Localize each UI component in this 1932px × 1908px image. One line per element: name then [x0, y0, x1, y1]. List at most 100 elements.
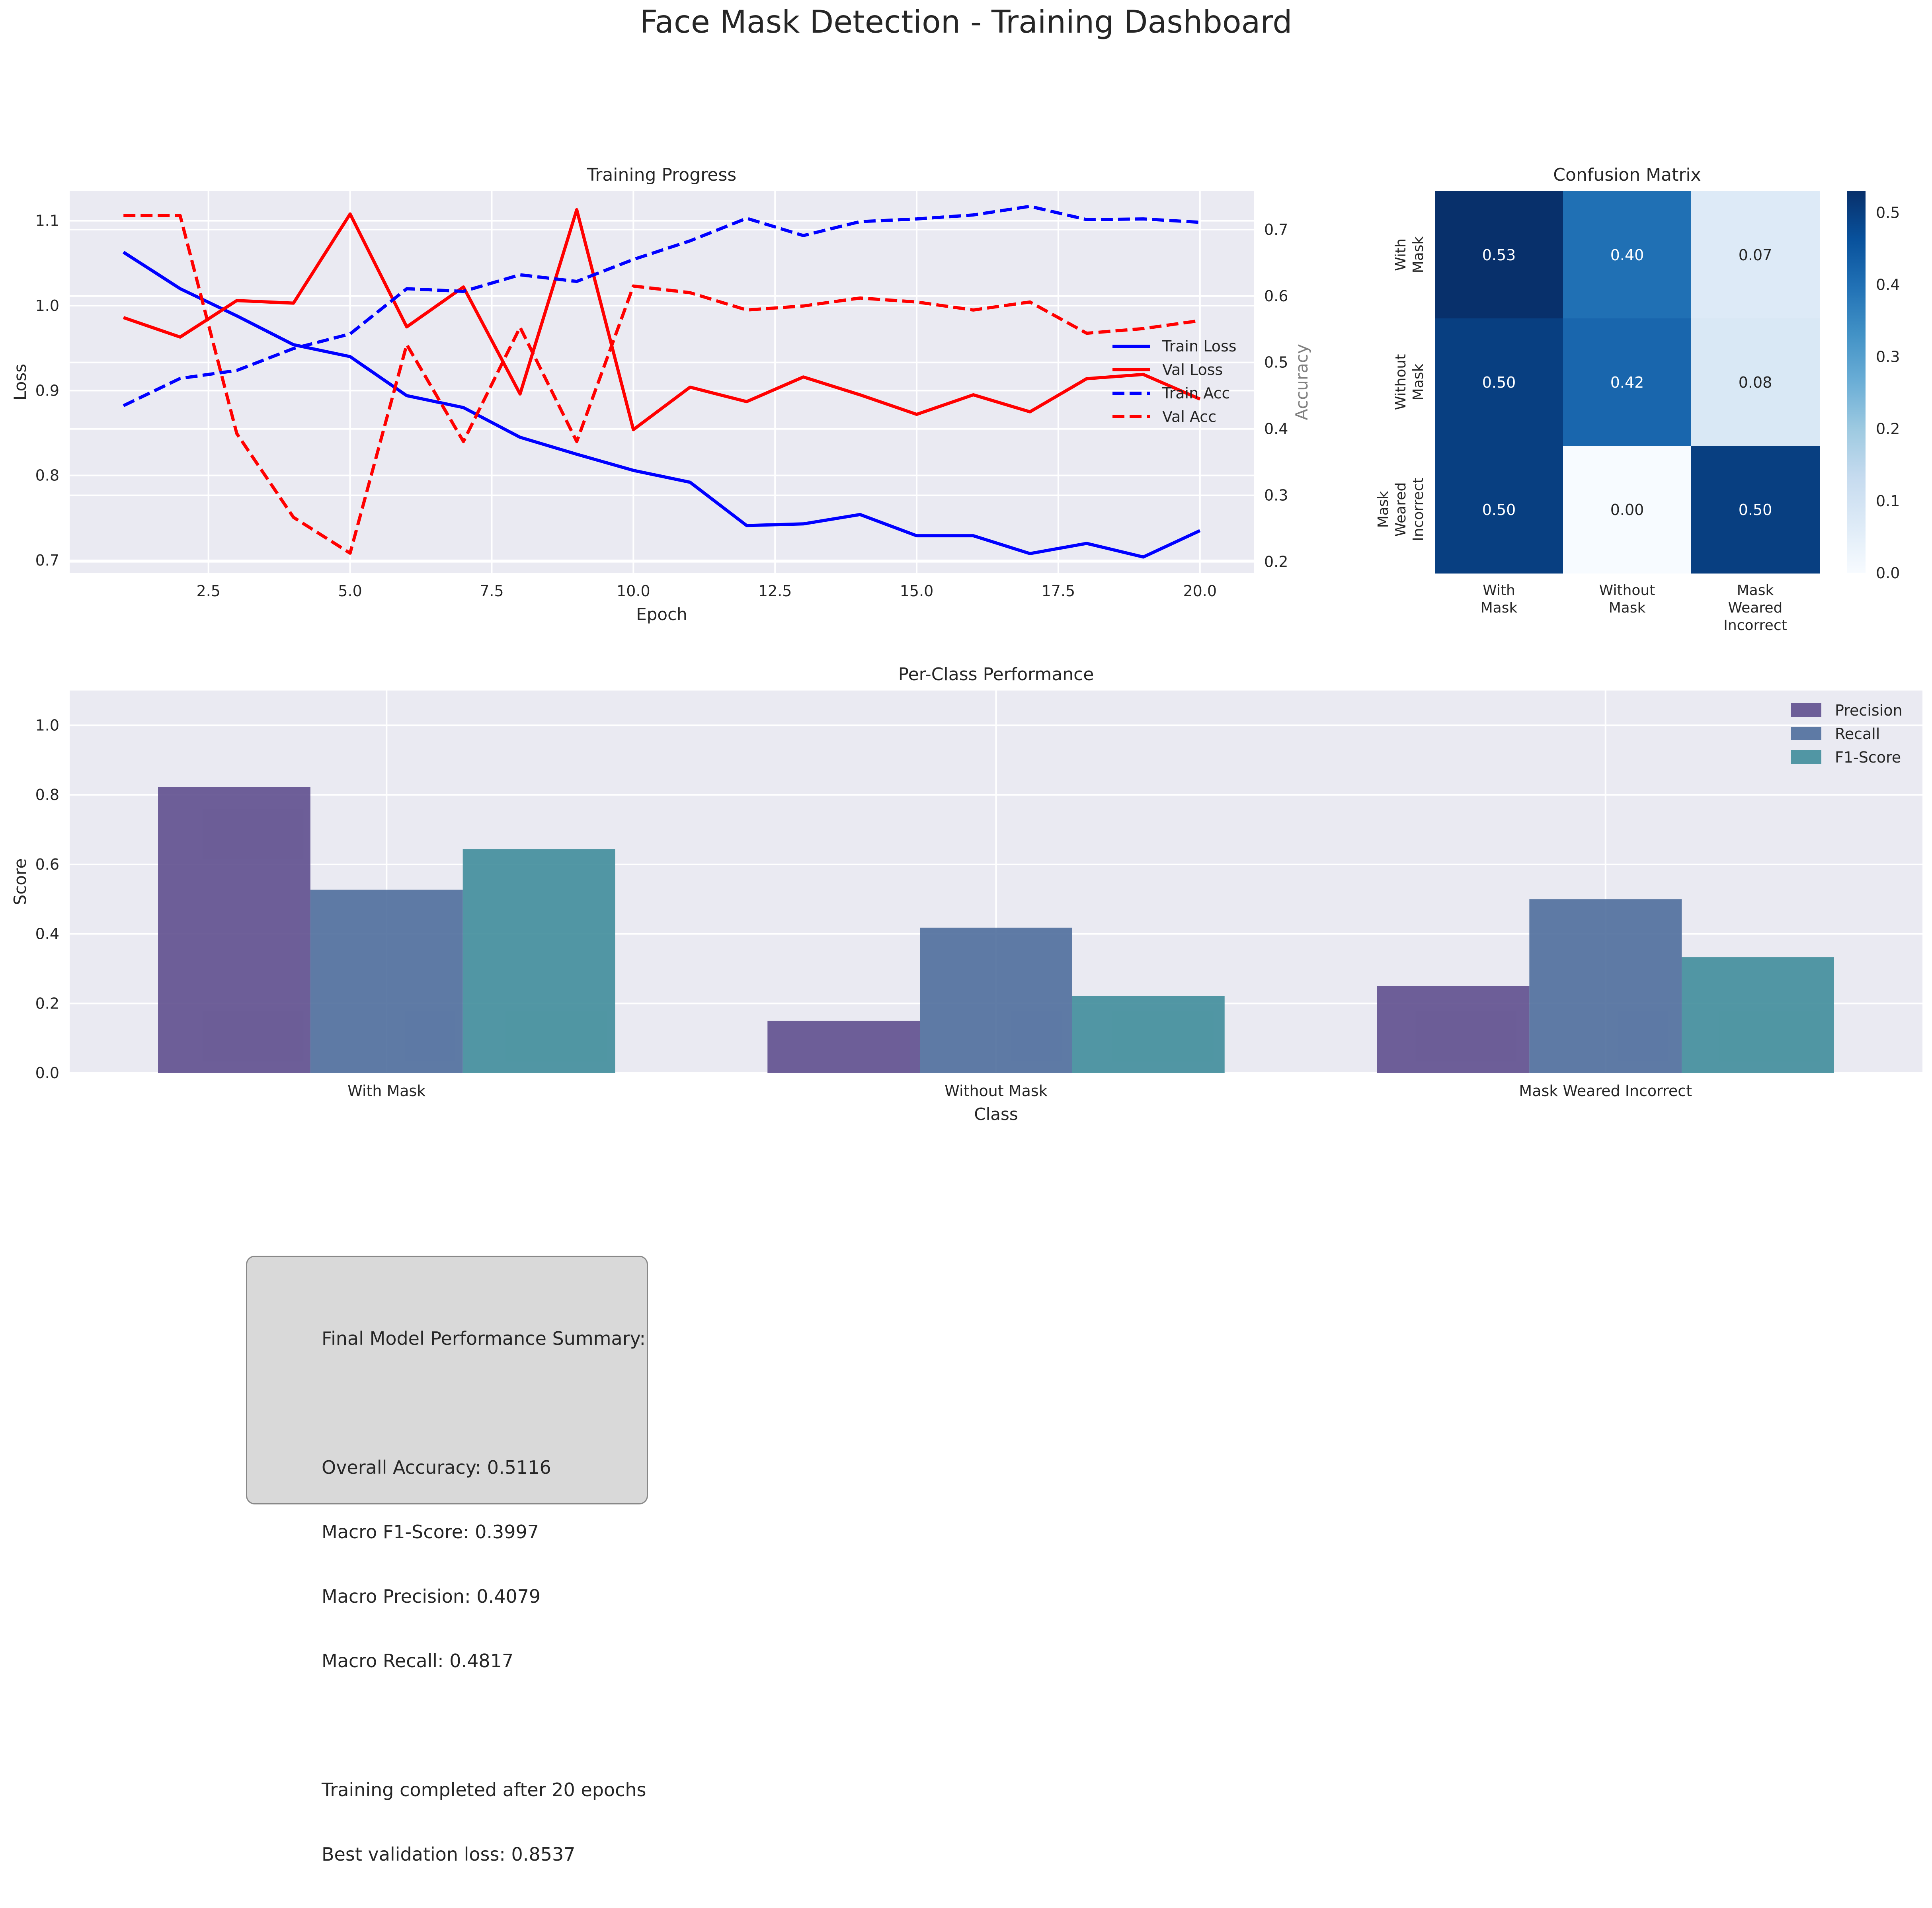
summary-best-val-loss: Best validation loss: 0.8537: [322, 1844, 576, 1865]
legend-label: Val Loss: [1162, 361, 1223, 378]
cell-value-label: 0.42: [1610, 374, 1644, 391]
training-dashboard: Face Mask Detection - Training Dashboard…: [10, 4, 1922, 1865]
y-tick-label: 0.2: [35, 995, 59, 1012]
bar-precision: [158, 787, 310, 1073]
x-tick-label: 15.0: [900, 582, 934, 600]
per-class-performance-chart: With Mask Without Mask Mask Weared Incorre…: [10, 664, 1922, 1124]
legend-swatch: [1791, 727, 1821, 740]
legend-label: F1-Score: [1835, 749, 1901, 766]
legend-label: Recall: [1835, 725, 1880, 743]
performance-summary-box: Final Model Performance Summary: Overall…: [246, 1256, 648, 1865]
colorbar-tick-label: 0.3: [1876, 348, 1900, 366]
legend-label: Train Loss: [1162, 338, 1237, 355]
heatmap-cell: [1563, 318, 1692, 446]
bar-f1-score: [1682, 957, 1834, 1073]
legend-label: Precision: [1835, 702, 1903, 719]
heatmap-col-label: With: [1483, 582, 1515, 599]
legend-swatch: [1791, 750, 1821, 764]
confusion-matrix-chart: Confusion Matrix 0.53 0.40 0.07 0.50 0.42 0.08…: [1375, 165, 1900, 634]
summary-heading: Final Model Performance Summary:: [322, 1328, 646, 1349]
y-tick-label: 0.6: [35, 856, 59, 873]
training-progress-chart: 2.5 5.0 7.5 10.0 12.5 15.0 17.5 20.0 0.7 0.8 0.9 1.…: [10, 165, 1311, 624]
summary-macro-recall: Macro Recall: 0.4817: [322, 1650, 514, 1672]
bar-precision: [767, 1020, 920, 1073]
heatmap-cell: [1435, 191, 1563, 319]
heatmap-col-label: Incorrect: [1723, 617, 1787, 634]
y-right-axis-label: Accuracy: [1292, 344, 1311, 420]
dashboard-figure: Face Mask Detection - Training Dashboard…: [10, 4, 1922, 1124]
heatmap-col-label: Mask: [1609, 600, 1646, 616]
x-tick-label: Mask Weared Incorrect: [1519, 1082, 1692, 1100]
y-right-tick-label: 0.7: [1264, 221, 1288, 238]
series-line-train-acc: [123, 205, 1200, 407]
colorbar-tick-label: 0.2: [1876, 420, 1900, 438]
x-tick-label: 12.5: [758, 582, 792, 600]
y-axis-label: Score: [10, 858, 30, 905]
summary-macro-precision: Macro Precision: 0.4079: [322, 1586, 541, 1607]
series-line-val-acc: [123, 214, 1200, 555]
heatmap-cell: [1691, 318, 1820, 446]
plot-area: [70, 191, 1254, 573]
y-tick-label: 1.0: [35, 716, 59, 734]
y-tick-label: 0.8: [35, 786, 59, 804]
series-line-val-loss: [123, 208, 1201, 431]
heatmap-cell: [1691, 446, 1820, 574]
y-tick-label: 0.8: [35, 467, 59, 484]
cell-value-label: 0.53: [1482, 246, 1516, 264]
chart-title: Per-Class Performance: [898, 664, 1094, 685]
cell-value-label: 0.50: [1482, 374, 1516, 391]
colorbar-tick-label: 0.0: [1876, 564, 1900, 582]
summary-macro-f1: Macro F1-Score: 0.3997: [322, 1521, 539, 1543]
colorbar-tick-label: 0.5: [1876, 204, 1900, 221]
legend-label: Train Acc: [1162, 384, 1230, 402]
heatmap-cell: [1435, 446, 1563, 574]
bar-f1-score: [463, 849, 615, 1073]
bar-precision: [1377, 986, 1530, 1073]
cell-value-label: 0.07: [1739, 246, 1772, 264]
cell-value-label: 0.50: [1482, 501, 1516, 519]
y-tick-label: 0.4: [35, 925, 59, 943]
heatmap-cell: [1563, 191, 1692, 319]
y-right-tick-label: 0.4: [1264, 420, 1288, 438]
heatmap-cell: [1691, 191, 1820, 319]
heatmap-col-label: Mask: [1737, 582, 1774, 599]
heatmap-row-label: Mask: [1375, 491, 1391, 528]
cell-value-label: 0.40: [1610, 246, 1644, 264]
heatmap-col-label: Without: [1599, 582, 1655, 599]
x-tick-label: 5.0: [338, 582, 362, 600]
heatmap-row-label: Incorrect: [1410, 478, 1427, 541]
colorbar-tick-label: 0.1: [1876, 492, 1900, 510]
x-tick-label: 2.5: [197, 582, 221, 600]
heatmap-row-label: Weared: [1393, 482, 1409, 537]
bar-recall: [920, 927, 1072, 1073]
y-tick-label: 1.1: [35, 212, 59, 230]
x-tick-label: 17.5: [1042, 582, 1075, 600]
summary-training-completed: Training completed after 20 epochs: [322, 1779, 646, 1801]
y-tick-label: 0.0: [35, 1064, 59, 1082]
chart-title: Confusion Matrix: [1553, 165, 1701, 185]
heatmap-col-label: Weared: [1728, 600, 1783, 616]
x-axis-label: Epoch: [636, 605, 687, 624]
figure-title: Face Mask Detection - Training Dashboard: [640, 4, 1292, 40]
heatmap-cell: [1563, 446, 1692, 574]
heatmap-row-label: Mask: [1410, 236, 1427, 273]
summary-overall-accuracy: Overall Accuracy: 0.5116: [322, 1457, 551, 1478]
x-tick-label: 7.5: [480, 582, 503, 600]
y-right-tick-label: 0.5: [1264, 354, 1288, 371]
y-tick-label: 1.0: [35, 297, 59, 314]
y-right-tick-label: 0.3: [1264, 487, 1288, 504]
x-axis-label: Class: [974, 1104, 1018, 1124]
heatmap-col-label: Mask: [1481, 600, 1518, 616]
legend-swatch: [1791, 703, 1821, 717]
y-tick-label: 0.9: [35, 382, 59, 399]
y-axis-label: Loss: [10, 364, 30, 400]
cell-value-label: 0.00: [1610, 501, 1644, 519]
x-tick-label: 10.0: [617, 582, 650, 600]
y-right-tick-label: 0.2: [1264, 553, 1288, 571]
y-right-tick-label: 0.6: [1264, 287, 1288, 305]
bar-f1-score: [1072, 996, 1225, 1073]
heatmap-row-label: Without: [1393, 354, 1409, 410]
cell-value-label: 0.08: [1739, 374, 1772, 391]
heatmap-row-label: Mask: [1410, 363, 1427, 400]
x-tick-label: With Mask: [347, 1082, 425, 1100]
